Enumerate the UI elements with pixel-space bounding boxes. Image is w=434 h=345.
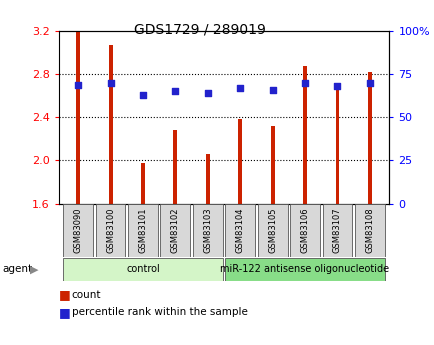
Text: GSM83090: GSM83090 (73, 208, 82, 253)
Bar (335, 83, 339, 204)
Text: GSM83100: GSM83100 (106, 208, 115, 253)
Text: agent: agent (2, 265, 32, 274)
Point (365, 80, 372, 86)
FancyBboxPatch shape (257, 204, 287, 257)
Text: ■: ■ (59, 306, 70, 319)
Text: count: count (72, 290, 101, 300)
FancyBboxPatch shape (63, 258, 222, 281)
Text: GSM83104: GSM83104 (235, 208, 244, 253)
Point (333, 83, 340, 89)
Point (204, 90, 211, 96)
FancyBboxPatch shape (95, 204, 125, 257)
Bar (76, 32, 80, 204)
Text: GSM83107: GSM83107 (332, 207, 341, 253)
Bar (302, 66, 306, 204)
Text: control: control (126, 265, 160, 274)
Point (236, 85, 243, 91)
FancyBboxPatch shape (63, 204, 93, 257)
Point (75, 82, 82, 87)
Text: ▶: ▶ (30, 265, 38, 274)
Text: GSM83108: GSM83108 (365, 207, 374, 253)
Point (301, 80, 308, 86)
Text: GSM83103: GSM83103 (203, 207, 212, 253)
FancyBboxPatch shape (322, 204, 352, 257)
Point (171, 89, 178, 94)
FancyBboxPatch shape (289, 204, 319, 257)
Text: GSM83102: GSM83102 (171, 208, 180, 253)
Text: percentile rank within the sample: percentile rank within the sample (72, 307, 247, 317)
FancyBboxPatch shape (225, 204, 255, 257)
Text: ■: ■ (59, 288, 70, 302)
Text: miR-122 antisense oligonucleotide: miR-122 antisense oligonucleotide (220, 265, 389, 274)
Bar (173, 130, 177, 204)
Bar (205, 154, 209, 204)
Text: GDS1729 / 289019: GDS1729 / 289019 (134, 22, 266, 37)
Point (107, 80, 114, 86)
Bar (108, 45, 112, 204)
Bar (141, 162, 145, 204)
FancyBboxPatch shape (225, 258, 384, 281)
FancyBboxPatch shape (354, 204, 384, 257)
Point (139, 92, 146, 98)
Bar (270, 126, 274, 204)
Point (269, 87, 276, 92)
Bar (238, 119, 242, 204)
Text: GSM83101: GSM83101 (138, 208, 147, 253)
Bar (367, 72, 371, 204)
Text: GSM83105: GSM83105 (267, 208, 276, 253)
FancyBboxPatch shape (160, 204, 190, 257)
FancyBboxPatch shape (128, 204, 158, 257)
Text: GSM83106: GSM83106 (300, 207, 309, 253)
FancyBboxPatch shape (192, 204, 222, 257)
